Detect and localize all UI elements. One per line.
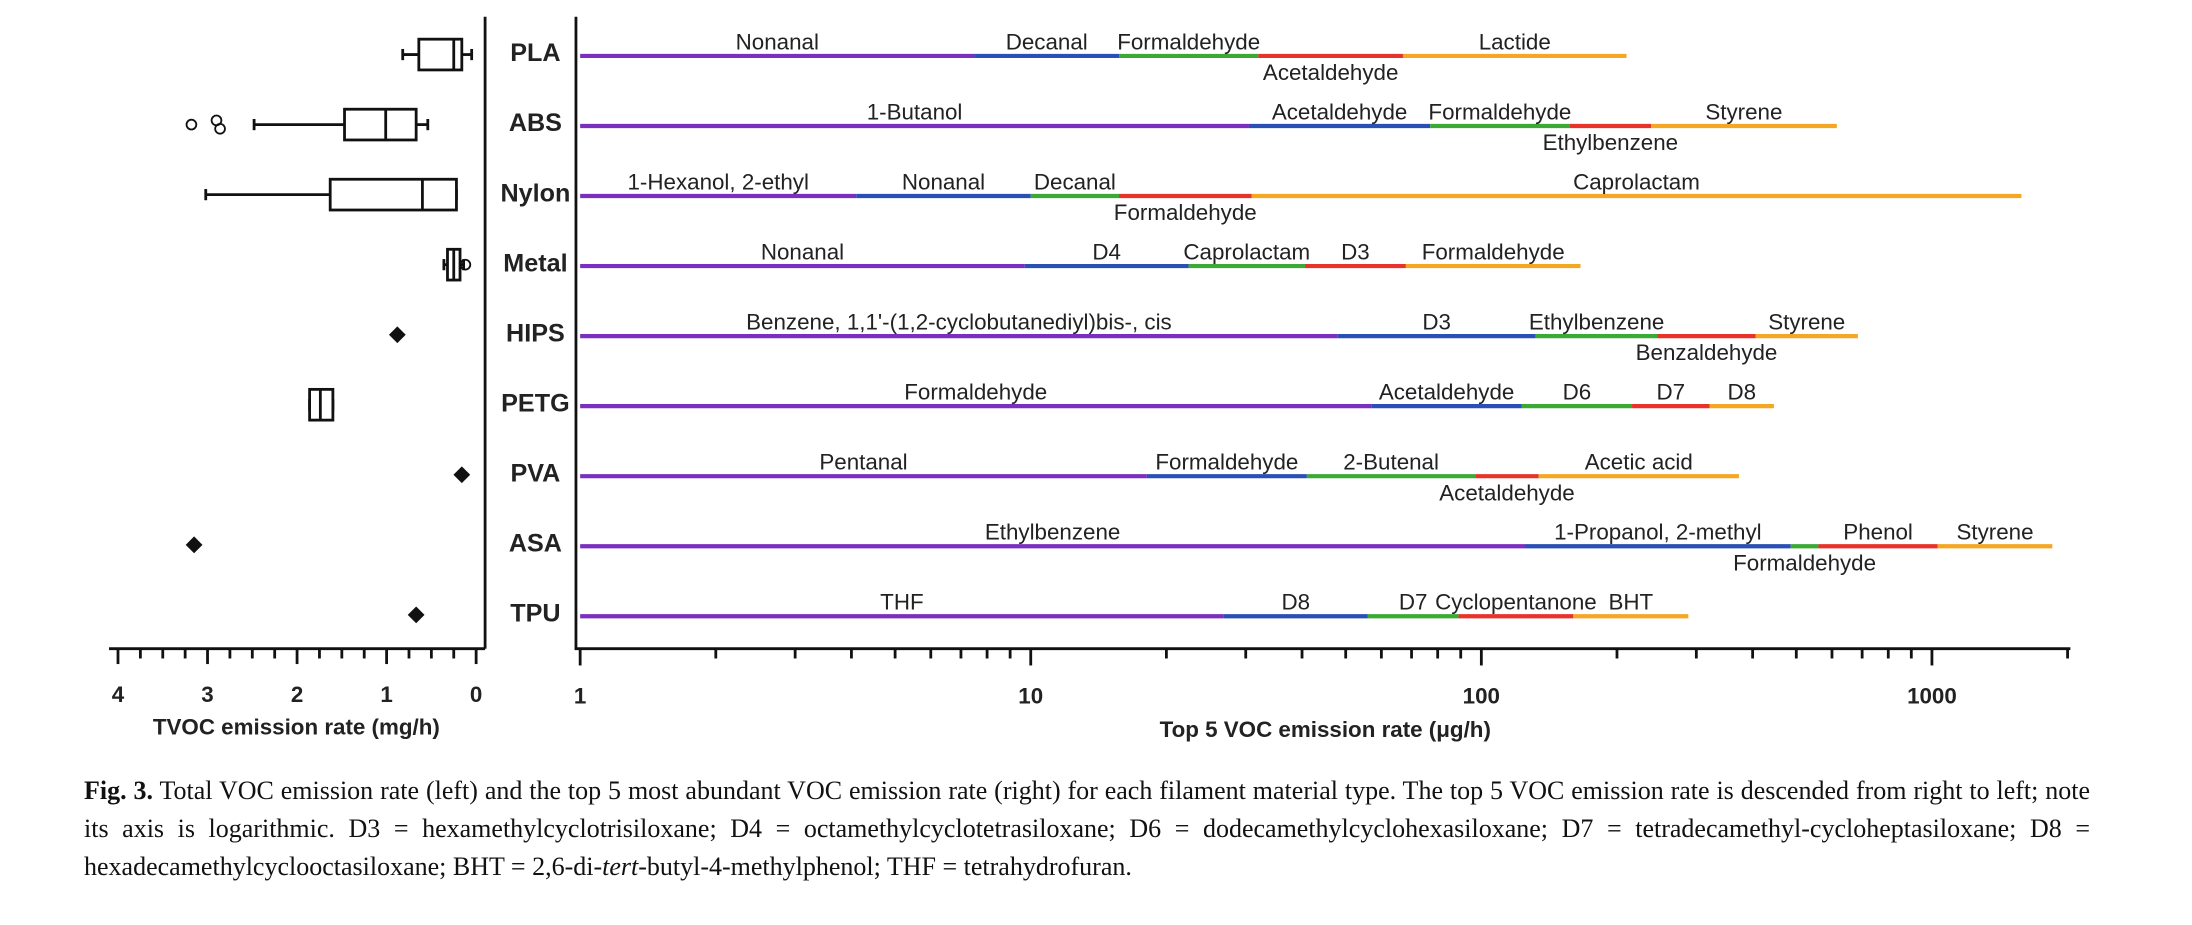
category-label: TPU [510, 599, 560, 627]
x-axis-title: TVOC emission rate (mg/h) [153, 714, 440, 739]
segment-label: Acetic acid [1585, 450, 1693, 475]
segment-label: Phenol [1843, 520, 1913, 545]
segment-label: 1-Propanol, 2-methyl [1554, 520, 1762, 545]
x-axis-title: Top 5 VOC emission rate (μg/h) [1160, 717, 1491, 742]
segment-label: 2-Butenal [1343, 450, 1439, 475]
x-tick-label: 10 [1018, 684, 1043, 709]
segment-label: Styrene [1705, 99, 1782, 124]
category-label: PLA [510, 39, 560, 67]
segment-label: Nonanal [736, 29, 819, 54]
segment-label: D7 [1399, 590, 1428, 615]
segment-label: Acetaldehyde [1379, 379, 1514, 404]
category-label: ABS [509, 109, 562, 137]
segment-label: Decanal [1034, 169, 1116, 194]
segment-label: BHT [1608, 590, 1653, 615]
x-tick-label: 1000 [1907, 684, 1957, 709]
point [453, 466, 471, 484]
segment-label: D3 [1422, 309, 1451, 334]
segment-label: Caprolactam [1573, 169, 1700, 194]
segment-label: Acetaldehyde [1263, 60, 1399, 85]
segment-label: Styrene [1956, 520, 2033, 545]
segment-label: Ethylbenzene [1529, 309, 1665, 334]
segment-label: Formaldehyde [1114, 200, 1257, 225]
caption-text: tert [602, 852, 639, 881]
segment-label: 1-Butanol [867, 99, 963, 124]
x-tick-label: 1 [574, 684, 586, 709]
segment-label: Benzaldehyde [1636, 340, 1778, 365]
segment-label: 1-Hexanol, 2-ethyl [627, 169, 808, 194]
category-label: Nylon [500, 179, 570, 207]
category-label: PETG [501, 389, 570, 417]
category-label: Metal [503, 249, 567, 277]
x-tick-label: 4 [112, 682, 125, 707]
segment-label: Formaldehyde [1117, 29, 1260, 54]
point [185, 536, 203, 554]
x-tick-label: 1 [380, 682, 392, 707]
segment-label: Formaldehyde [1733, 550, 1876, 575]
segment-label: Caprolactam [1183, 239, 1310, 264]
caption-text: -butyl-4-methylphenol; THF = tetrahydrof… [638, 852, 1132, 881]
segment-label: Formaldehyde [904, 379, 1047, 404]
segment-label: Acetaldehyde [1272, 99, 1408, 124]
box [328, 177, 458, 212]
segment-label: D8 [1281, 590, 1310, 615]
box [417, 37, 464, 72]
segment-label: Formaldehyde [1428, 99, 1571, 124]
segment-label: Styrene [1768, 309, 1845, 334]
x-tick-label: 0 [470, 682, 482, 707]
segment-label: Nonanal [761, 239, 844, 264]
segment-label: D7 [1657, 379, 1686, 404]
x-tick-label: 100 [1463, 684, 1500, 709]
x-tick-label: 3 [201, 682, 213, 707]
caption-text: Total VOC emission rate (left) and the t… [84, 776, 2091, 881]
segment-label: D6 [1563, 379, 1592, 404]
segment-label: D3 [1341, 239, 1370, 264]
segment-label: Acetaldehyde [1439, 480, 1575, 505]
segment-label: Ethylbenzene [1543, 130, 1679, 155]
point [388, 326, 406, 344]
caption-label: Fig. 3. [84, 776, 154, 805]
segment-label: THF [880, 590, 923, 615]
segment-label: Ethylbenzene [985, 520, 1121, 545]
segment-label: D8 [1727, 379, 1756, 404]
segment-label: Lactide [1479, 29, 1551, 54]
category-label: ASA [509, 529, 562, 557]
segment-label: Nonanal [902, 169, 985, 194]
box [343, 107, 418, 142]
segment-label: Pentanal [819, 450, 907, 475]
segment-label: D4 [1092, 239, 1121, 264]
chart: TVOC emission rate (mg/h) Top 5 VOC emis… [109, 16, 2071, 742]
segment-label: Formaldehyde [1422, 239, 1565, 264]
segment-label: Decanal [1006, 29, 1088, 54]
segment-label: Formaldehyde [1155, 450, 1298, 475]
segment-label: Cyclopentanone [1435, 590, 1597, 615]
outlier [185, 118, 198, 131]
outlier [459, 258, 472, 271]
category-label: HIPS [506, 319, 565, 347]
segment-label: Benzene, 1,1'-(1,2-cyclobutanediyl)bis-,… [746, 309, 1172, 334]
outlier [214, 122, 226, 135]
category-label: PVA [510, 459, 560, 487]
caption: Fig. 3. Total VOC emission rate (left) a… [84, 772, 2090, 886]
point [407, 606, 425, 624]
x-tick-label: 2 [291, 682, 303, 707]
